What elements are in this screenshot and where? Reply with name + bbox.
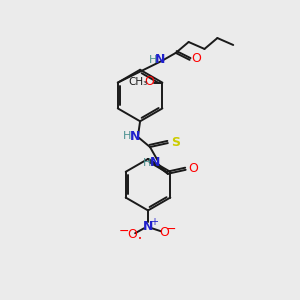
Text: H: H [143,158,151,168]
Text: +: + [150,217,158,227]
Text: N: N [130,130,140,142]
Text: −: − [166,223,176,236]
Text: N: N [155,53,165,66]
Text: •: • [138,236,142,242]
Text: CH₃: CH₃ [128,76,147,87]
Text: O: O [189,162,199,175]
Text: H: H [123,131,131,141]
Text: S: S [171,136,180,148]
Text: O: O [159,226,169,239]
Text: H: H [149,55,157,65]
Text: O: O [192,52,202,65]
Text: O: O [145,75,154,88]
Text: N: N [150,156,160,170]
Text: O: O [127,228,137,241]
Text: N: N [143,220,153,233]
Text: −: − [119,225,130,238]
